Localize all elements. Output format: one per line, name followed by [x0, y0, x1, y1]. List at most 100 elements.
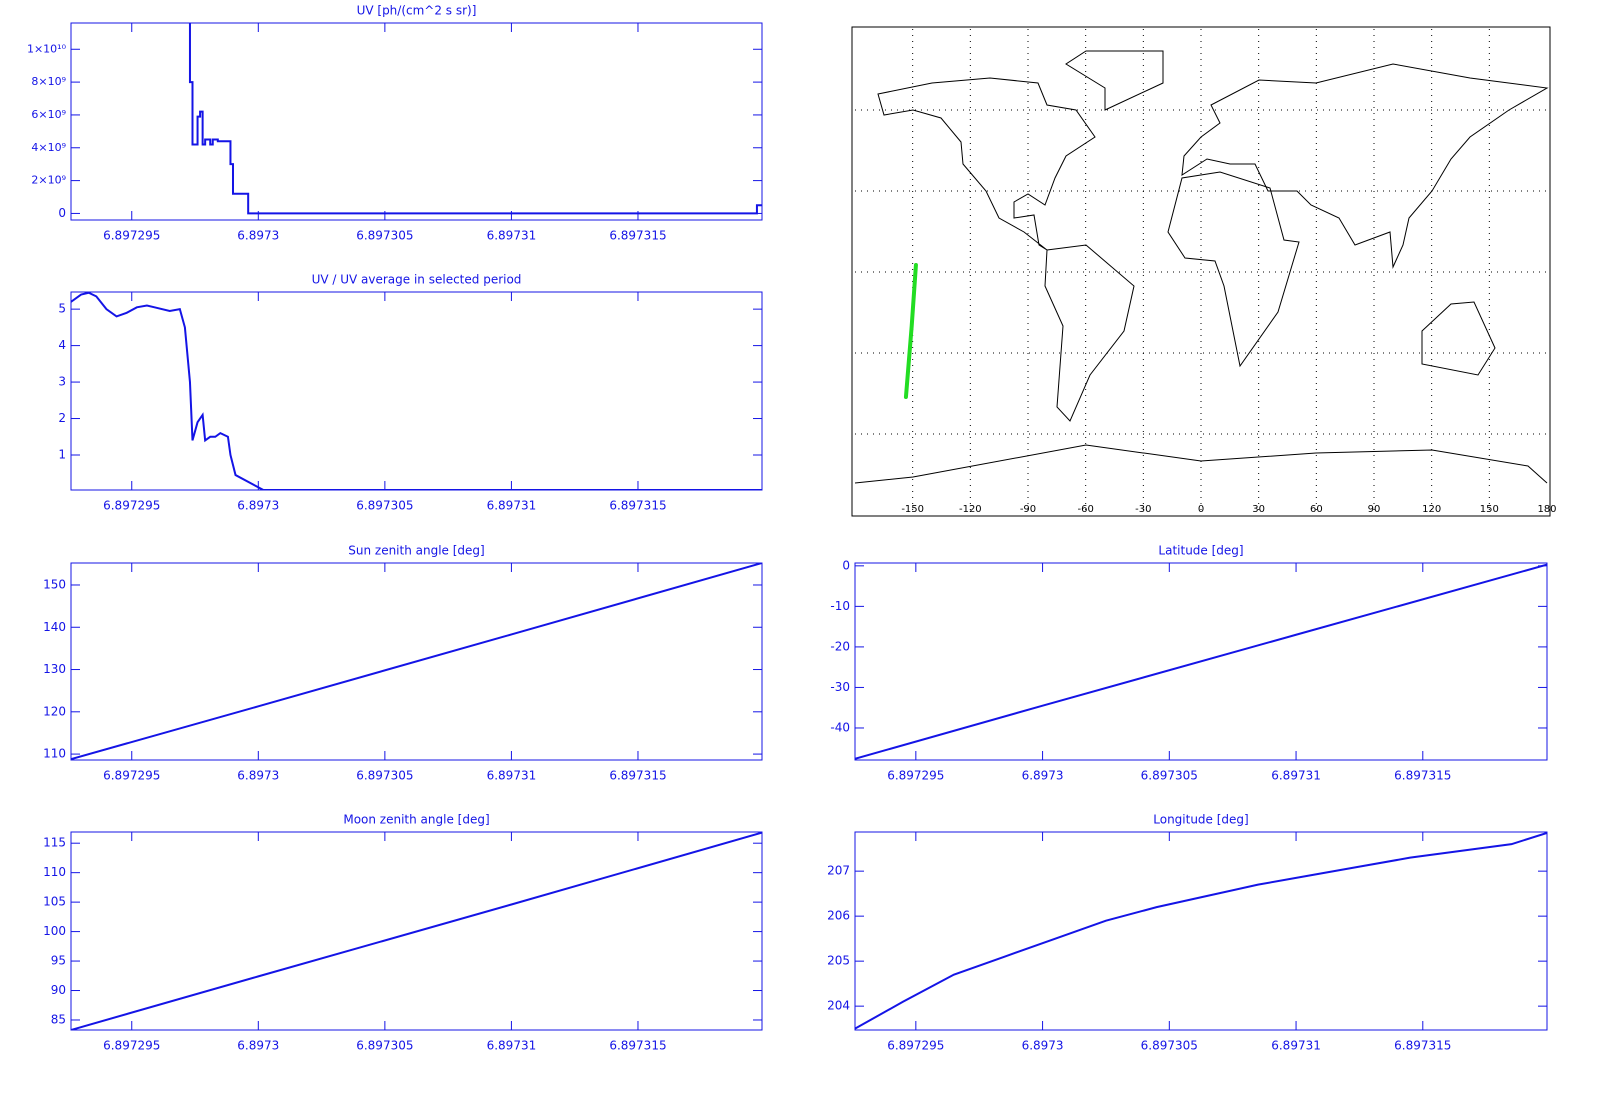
- x-tick-label: 6.897305: [356, 1039, 413, 1053]
- plot-title: UV [ph/(cm^2 s sr)]: [357, 4, 477, 18]
- x-tick-label: 6.8973: [1022, 769, 1064, 783]
- x-tick-label: 6.897315: [609, 229, 666, 243]
- coast-south-america: [1044, 244, 1135, 422]
- y-tick-label: 4×10⁹: [31, 141, 66, 154]
- plot-frame: [854, 562, 1548, 761]
- y-tick-label: 3: [58, 375, 66, 389]
- x-tick-label: 6.897305: [1141, 769, 1198, 783]
- y-tick-label: 110: [43, 865, 66, 879]
- x-tick-label: 6.897305: [356, 769, 413, 783]
- x-tick-label: 6.897295: [103, 1039, 160, 1053]
- y-tick-label: -10: [830, 599, 850, 613]
- map-x-label: -150: [901, 504, 924, 515]
- coast-australia: [1421, 301, 1496, 376]
- y-tick-label: 130: [43, 662, 66, 676]
- y-tick-label: 204: [827, 999, 850, 1013]
- map-x-label: 150: [1480, 504, 1499, 515]
- plot-title: Longitude [deg]: [1153, 813, 1248, 827]
- x-tick-label: 6.8973: [237, 499, 279, 513]
- x-tick-label: 6.897315: [1394, 1039, 1451, 1053]
- x-tick-label: 6.8973: [237, 229, 279, 243]
- map-frame: [851, 26, 1551, 517]
- y-tick-label: 90: [51, 983, 66, 997]
- map-x-label: -120: [959, 504, 982, 515]
- y-tick-label: 206: [827, 909, 850, 923]
- y-tick-label: -40: [830, 720, 850, 734]
- data-line: [71, 292, 762, 490]
- y-tick-label: 110: [43, 747, 66, 761]
- x-tick-label: 6.897295: [103, 769, 160, 783]
- x-tick-label: 6.897315: [609, 769, 666, 783]
- x-tick-label: 6.897295: [103, 499, 160, 513]
- data-line: [71, 563, 762, 760]
- y-tick-label: 1: [58, 447, 66, 461]
- x-tick-label: 6.89731: [487, 229, 537, 243]
- plot-title: UV / UV average in selected period: [312, 273, 522, 287]
- y-tick-label: 4: [58, 338, 66, 352]
- y-tick-label: 2: [58, 411, 66, 425]
- y-tick-label: 115: [43, 836, 66, 850]
- y-tick-label: 140: [43, 620, 66, 634]
- y-tick-label: 85: [51, 1012, 66, 1026]
- x-tick-label: 6.897305: [1141, 1039, 1198, 1053]
- plot-frame: [70, 562, 763, 761]
- y-tick-label: 95: [51, 954, 66, 968]
- y-tick-label: 8×10⁹: [31, 75, 66, 88]
- y-tick-label: 6×10⁹: [31, 108, 66, 121]
- plot-frame: [854, 831, 1548, 1031]
- map-x-label: -90: [1020, 504, 1036, 515]
- coast-africa: [1167, 171, 1300, 368]
- coast-antarctica: [854, 444, 1548, 484]
- coast-greenland: [1065, 50, 1164, 111]
- y-tick-label: 0: [58, 206, 66, 220]
- x-tick-label: 6.89731: [1271, 1039, 1321, 1053]
- x-tick-label: 6.897305: [356, 499, 413, 513]
- x-tick-label: 6.897315: [609, 499, 666, 513]
- x-tick-label: 6.89731: [1271, 769, 1321, 783]
- x-tick-label: 6.8973: [1022, 1039, 1064, 1053]
- y-tick-label: -20: [830, 639, 850, 653]
- plot-frame: [70, 22, 763, 221]
- y-tick-label: 0: [842, 558, 850, 572]
- y-tick-label: 120: [43, 704, 66, 718]
- x-tick-label: 6.89731: [487, 769, 537, 783]
- plot-frame: [70, 831, 763, 1031]
- data-line: [855, 832, 1547, 1030]
- y-tick-label: 5: [58, 302, 66, 316]
- plot-title: Moon zenith angle [deg]: [343, 813, 489, 827]
- y-tick-label: 105: [43, 895, 66, 909]
- map-x-label: 60: [1310, 504, 1323, 515]
- y-tick-label: 205: [827, 954, 850, 968]
- map-x-label: -60: [1077, 504, 1093, 515]
- map-x-label: 180: [1537, 504, 1556, 515]
- ground-track: [903, 262, 918, 400]
- x-tick-label: 6.8973: [237, 1039, 279, 1053]
- y-tick-label: 2×10⁹: [31, 174, 66, 187]
- x-tick-label: 6.89731: [487, 499, 537, 513]
- plot-title: Latitude [deg]: [1158, 544, 1243, 558]
- y-tick-label: 207: [827, 864, 850, 878]
- data-line: [71, 832, 762, 1030]
- coast-north-america: [877, 77, 1096, 251]
- x-tick-label: 6.897295: [103, 229, 160, 243]
- map-x-label: -30: [1135, 504, 1151, 515]
- map-x-label: 120: [1422, 504, 1441, 515]
- x-tick-label: 6.897315: [609, 1039, 666, 1053]
- y-tick-label: 1×10¹⁰: [27, 42, 67, 55]
- x-tick-label: 6.897305: [356, 229, 413, 243]
- map-x-label: 0: [1198, 504, 1204, 515]
- x-tick-label: 6.89731: [487, 1039, 537, 1053]
- map-x-label: 30: [1252, 504, 1265, 515]
- x-tick-label: 6.897295: [887, 1039, 944, 1053]
- data-line: [855, 563, 1547, 760]
- map-x-label: 90: [1368, 504, 1381, 515]
- x-tick-label: 6.897315: [1394, 769, 1451, 783]
- y-tick-label: 150: [43, 577, 66, 591]
- y-tick-label: -30: [830, 680, 850, 694]
- x-tick-label: 6.897295: [887, 769, 944, 783]
- x-tick-label: 6.8973: [237, 769, 279, 783]
- plot-title: Sun zenith angle [deg]: [348, 544, 484, 558]
